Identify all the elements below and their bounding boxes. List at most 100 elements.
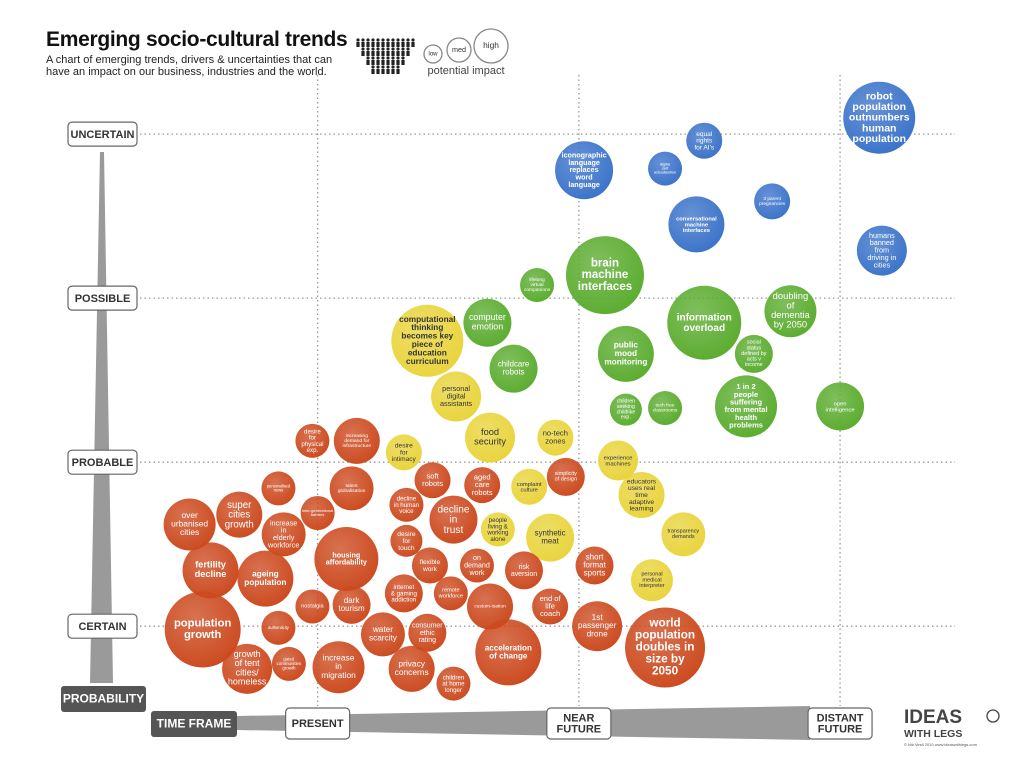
person-body [376,69,380,74]
bubble [520,268,555,303]
person-body [366,51,370,56]
bubble [216,491,263,538]
probability-wedge [90,152,113,683]
legend-circle [446,37,472,63]
person-head [371,47,375,51]
person-head [366,47,370,51]
bubble [504,551,543,590]
bubble [667,285,742,360]
bubble [734,334,773,373]
y-tick-label: UNCERTAIN [71,129,135,141]
logo-line1: IDEAS [904,707,962,728]
person-body [396,42,400,47]
bubble [764,285,817,338]
bubble-label: nostalgia [301,604,324,610]
legend-label: high [483,40,499,50]
bubble [467,583,514,630]
bubble [816,382,865,431]
bubble-label: information overload [677,312,732,333]
bubble-label: decline in human voice [394,495,420,515]
bubble-label: 1 in 2 people suffering from mental health pr… [725,382,768,429]
bubble-label: 3 parent pregnancies [759,196,786,207]
bubble [555,141,614,200]
bubble [511,468,548,505]
bubble [856,225,907,276]
x-tick-label: NEAR FUTURE [557,712,602,735]
bubble [625,607,706,688]
bubble [436,666,471,701]
person-body [386,42,390,47]
bubble-label: doubling of dementia by 2050 [771,290,810,330]
bubble-label: over urbanised cities [171,510,208,537]
person-body [376,42,380,47]
bubble [565,236,644,315]
x-tick-box [807,707,873,740]
person-head [371,65,375,69]
bubble-label: iconographic language replaces word language [562,151,607,188]
bubble [237,550,294,607]
bubble-label: conversational machine interfaces [676,216,717,234]
bubble [465,412,516,463]
bubble-label: dark tourism [339,596,365,613]
bubble [618,471,665,518]
person-head [356,38,360,42]
bubble-label: increase in elderly workforce [267,518,299,549]
bubble-label: computational thinking becomes key piece of… [399,315,455,366]
bubble-label: simplicity of design [555,472,577,484]
person-body [366,42,370,47]
person-body [376,60,380,65]
person-head [391,56,395,60]
x-axis-title-box [151,711,237,737]
y-tick-box [67,121,138,147]
person-body [396,69,400,74]
person-body [391,69,395,74]
legend-circle [473,28,509,64]
bubble [463,298,512,347]
bubble [329,466,374,511]
person-body [381,42,385,47]
bubble-label: people living & working alone [486,517,509,543]
bubble-label: no-tech zones [543,429,568,446]
logo-bulb [986,709,1000,723]
bubble-label: housing affordability [326,550,367,566]
bubble [391,304,464,377]
time-wedge [237,706,810,740]
bubble-label: 1st passenger drone [578,613,617,639]
bubble [261,512,306,557]
bubble-label: flexible work [420,559,441,573]
bubble-label: custom-isation [474,604,506,610]
person-body [396,60,400,65]
person-body [361,51,365,56]
bubble [261,610,296,645]
legend-label: low [428,52,438,58]
bubble [572,601,623,652]
bubble-label: on demand work [464,554,490,577]
bubble [389,487,424,522]
chart-subtitle: A chart of emerging trends, drivers & un… [46,54,333,78]
person-head [371,38,375,42]
bubble [295,423,330,458]
person-body [381,51,385,56]
person-body [386,69,390,74]
person-head [406,47,410,51]
person-head [391,65,395,69]
bubble-label: tech free classrooms [653,403,678,414]
person-body [406,42,410,47]
person-head [401,47,405,51]
person-head [361,47,365,51]
bubble-label: desire for physical exp. [301,428,323,454]
person-body [381,69,385,74]
bubble-label: ageing population [244,570,286,587]
bubble [261,471,296,506]
bubble-label: end of life coach [540,594,562,618]
person-head [411,38,415,42]
bubble [648,391,683,426]
bubble [163,498,216,551]
bubble [390,524,423,557]
legend-circle [423,44,443,64]
legend-title: potential impact [427,65,504,77]
person-head [396,47,400,51]
person-body [401,60,405,65]
person-body [366,60,370,65]
